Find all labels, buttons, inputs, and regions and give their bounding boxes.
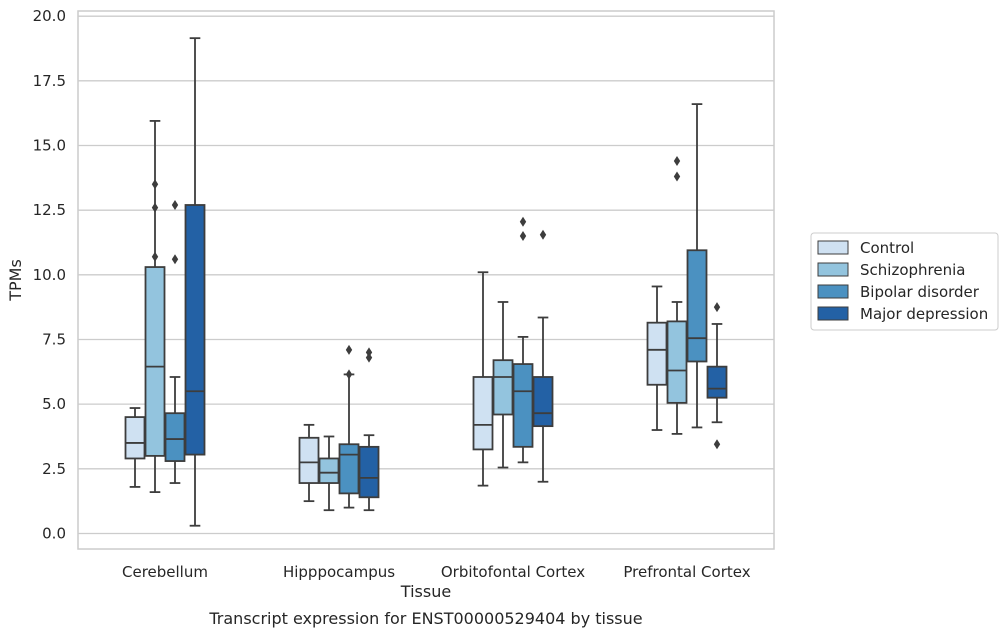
box-control bbox=[124, 407, 146, 488]
box-iqr bbox=[666, 320, 688, 404]
legend-items: Control Schizophrenia Bipolar disorder Majo… bbox=[817, 239, 988, 323]
box-bipolar-disorder bbox=[338, 344, 360, 509]
outlier-point bbox=[151, 179, 159, 190]
legend-frame bbox=[810, 232, 999, 331]
y-tick-label: 20.0 bbox=[33, 7, 66, 25]
box-iqr bbox=[686, 249, 708, 363]
y-tick-label: 17.5 bbox=[33, 72, 66, 90]
box-major-depression bbox=[532, 229, 554, 483]
legend-swatch bbox=[817, 306, 849, 321]
box-iqr bbox=[706, 365, 728, 399]
box-iqr bbox=[318, 457, 340, 484]
x-tick-label: Orbitofontal Cortex bbox=[441, 563, 585, 581]
box-iqr bbox=[532, 376, 554, 428]
box-iqr bbox=[144, 266, 166, 457]
box-bipolar-disorder bbox=[512, 216, 534, 464]
y-axis-title: TPMs bbox=[6, 259, 25, 302]
box-schizophrenia bbox=[144, 120, 166, 493]
outlier-point bbox=[151, 202, 159, 213]
outlier-point bbox=[673, 156, 681, 167]
legend-swatch bbox=[817, 284, 849, 299]
legend-label: Control bbox=[860, 239, 914, 257]
box-iqr bbox=[164, 412, 186, 462]
x-tick-label: Hipppocampus bbox=[283, 563, 395, 581]
box-schizophrenia bbox=[318, 435, 340, 512]
y-tick-label: 10.0 bbox=[33, 266, 66, 284]
y-tick-label: 12.5 bbox=[33, 201, 66, 219]
box-bipolar-disorder bbox=[164, 199, 186, 484]
outlier-point bbox=[171, 254, 179, 265]
outlier-point bbox=[345, 344, 353, 355]
box-schizophrenia bbox=[666, 156, 688, 435]
y-tick-label: 15.0 bbox=[33, 137, 66, 155]
box-control bbox=[298, 423, 320, 503]
x-tick-label: Cerebellum bbox=[122, 563, 208, 581]
outlier-point bbox=[539, 229, 547, 240]
outlier-point bbox=[519, 216, 527, 227]
box-major-depression bbox=[358, 347, 380, 512]
outlier-point bbox=[713, 439, 721, 450]
x-tick-labels: Cerebellum Hipppocampus Orbitofontal Corte… bbox=[122, 563, 751, 581]
legend-label: Schizophrenia bbox=[860, 261, 965, 279]
box-schizophrenia bbox=[492, 301, 514, 469]
outlier-point bbox=[151, 251, 159, 262]
box-iqr bbox=[358, 445, 380, 499]
box-iqr bbox=[298, 436, 320, 484]
legend: Control Schizophrenia Bipolar disorder Majo… bbox=[810, 232, 999, 331]
box-iqr bbox=[512, 363, 534, 448]
legend-swatch bbox=[817, 262, 849, 277]
box-iqr bbox=[184, 204, 206, 456]
outlier-point bbox=[365, 347, 373, 358]
outlier-point bbox=[365, 352, 373, 363]
y-tick-label: 7.5 bbox=[42, 330, 66, 348]
box-control bbox=[646, 285, 668, 431]
y-tick-labels: 0.0 2.5 5.0 7.5 10.0 12.5 15.0 17.5 20.0 bbox=[33, 7, 66, 542]
box-iqr bbox=[338, 443, 360, 495]
legend-label: Major depression bbox=[860, 305, 988, 323]
y-tick-label: 0.0 bbox=[42, 524, 66, 542]
x-tick-label: Prefrontal Cortex bbox=[623, 563, 750, 581]
outlier-point bbox=[673, 171, 681, 182]
legend-swatch bbox=[817, 240, 849, 255]
box-iqr bbox=[492, 359, 514, 416]
x-axis-title: Tissue bbox=[400, 582, 451, 601]
outlier-point bbox=[171, 199, 179, 210]
plot-frame bbox=[77, 10, 775, 550]
y-tick-label: 2.5 bbox=[42, 460, 66, 478]
box-iqr bbox=[646, 321, 668, 386]
legend-label: Bipolar disorder bbox=[860, 283, 980, 301]
outlier-point bbox=[519, 231, 527, 242]
box-major-depression bbox=[184, 37, 206, 527]
box-control bbox=[472, 271, 494, 487]
outlier-point bbox=[713, 302, 721, 313]
y-tick-label: 5.0 bbox=[42, 395, 66, 413]
outlier-point bbox=[345, 369, 353, 380]
box-bipolar-disorder bbox=[686, 103, 708, 429]
box-plots bbox=[124, 37, 728, 527]
chart-caption: Transcript expression for ENST0000052940… bbox=[208, 609, 642, 628]
box-iqr bbox=[124, 416, 146, 460]
box-major-depression bbox=[706, 302, 728, 450]
box-iqr bbox=[472, 376, 494, 451]
